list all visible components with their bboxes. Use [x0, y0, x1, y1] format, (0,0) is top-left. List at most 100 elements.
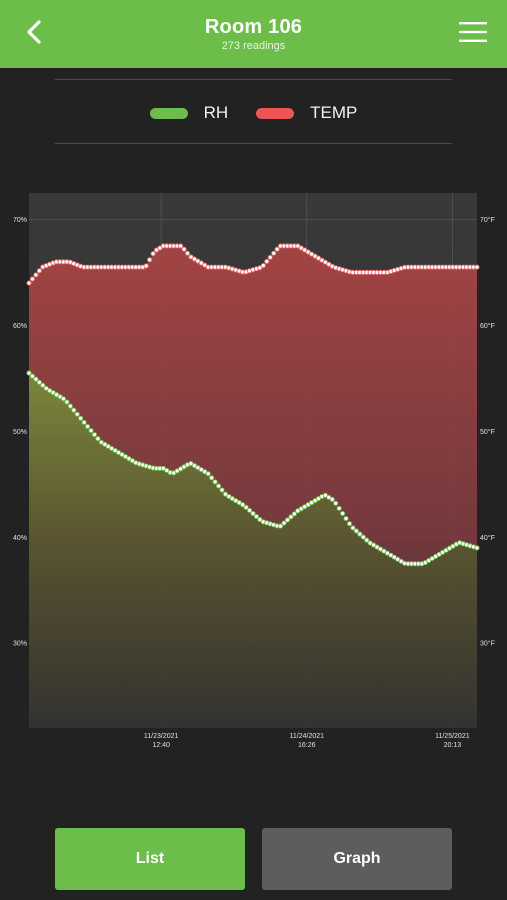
legend-label-rh: RH: [203, 103, 229, 122]
right-tick-label: 40°F: [480, 534, 495, 542]
rh-point: [74, 411, 80, 417]
rh-point: [350, 525, 356, 531]
x-tick-date: 11/24/2021: [290, 733, 325, 740]
temp-point: [184, 250, 191, 256]
y-axis-ticks: 70% 70°F 60% 60°F 50% 50°F 40% 40°F 30% 30°F: [13, 216, 495, 648]
rh-point: [60, 396, 67, 402]
rh-point: [329, 496, 335, 502]
rh-point: [474, 545, 480, 551]
x-tick-time: 12:40: [152, 742, 170, 749]
temp-point: [147, 257, 153, 263]
rh-point: [215, 483, 222, 489]
right-tick-label: 30°F: [480, 640, 495, 648]
rh-point: [33, 376, 39, 382]
temp-point: [264, 258, 270, 264]
rh-point: [71, 407, 77, 413]
legend-divider-bottom: [55, 143, 452, 144]
left-tick-label: 40%: [13, 535, 27, 542]
rh-point: [357, 531, 363, 537]
temp-swatch: [256, 107, 295, 119]
left-tick-label: 50%: [13, 429, 27, 436]
rh-point: [212, 479, 218, 485]
x-tick-time: 16:26: [298, 742, 316, 749]
rh-point: [222, 491, 228, 497]
temp-point: [274, 246, 280, 252]
graph-button[interactable]: Graph: [262, 828, 452, 890]
rh-point: [26, 370, 32, 376]
x-axis-ticks: 11/23/2021 12:40 11/24/2021 16:26 11/25/2021…: [144, 733, 470, 749]
rh-point: [209, 475, 215, 481]
page-title: Room 106: [204, 16, 303, 38]
temp-point: [150, 251, 156, 257]
rh-point: [288, 514, 294, 520]
rh-point: [360, 534, 366, 540]
rh-point: [253, 513, 260, 520]
rh-point: [353, 528, 359, 534]
x-tick-date: 11/25/2021: [435, 733, 470, 740]
rh-point: [364, 537, 370, 543]
legend-item-rh[interactable]: RH: [149, 103, 229, 123]
line-chart: 70% 70°F 60% 60°F 50% 50°F 40% 40°F 30% 30°F 11/2…: [13, 193, 495, 749]
series-areas: [29, 245, 477, 728]
chart-legend: RH TEMP: [0, 100, 507, 126]
series-points: [26, 243, 480, 567]
temp-point: [26, 280, 32, 286]
rh-area: [29, 373, 477, 728]
hamburger-menu-icon: [459, 21, 487, 48]
temp-point: [33, 272, 39, 278]
x-tick-time: 20:13: [444, 742, 462, 749]
rh-point: [333, 500, 339, 506]
rh-point: [343, 516, 349, 522]
temp-point: [143, 263, 149, 269]
rh-point: [29, 373, 36, 379]
rh-point: [64, 399, 70, 405]
temp-point: [271, 250, 277, 256]
temp-point: [181, 246, 187, 252]
readings-count: 273 readings: [221, 40, 286, 52]
back-button[interactable]: [14, 16, 54, 52]
rh-point: [291, 511, 297, 517]
left-tick-label: 70%: [13, 217, 27, 224]
rh-point: [43, 385, 49, 391]
right-tick-label: 60°F: [480, 322, 495, 330]
rh-point: [250, 510, 256, 517]
temp-point: [36, 268, 42, 274]
rh-point: [340, 510, 346, 517]
rh-point: [336, 505, 342, 511]
temp-point: [178, 243, 184, 249]
chart-area[interactable]: 70% 70°F 60% 60°F 50% 50°F 40% 40°F 30% 30°F 11/2…: [0, 180, 507, 760]
rh-point: [257, 517, 263, 523]
rh-point: [40, 382, 46, 388]
rh-point: [36, 379, 42, 385]
rh-point: [88, 427, 94, 434]
rh-point: [346, 521, 353, 527]
legend-divider-top: [55, 79, 452, 80]
chevron-left-icon: [25, 19, 43, 50]
rh-point: [85, 423, 91, 430]
rh-point: [205, 471, 211, 477]
x-tick-date: 11/23/2021: [144, 733, 179, 740]
legend-label-temp: TEMP: [310, 103, 358, 122]
rh-point: [91, 432, 98, 438]
legend-item-temp[interactable]: TEMP: [256, 103, 357, 123]
rh-swatch: [149, 107, 188, 119]
rh-point: [67, 403, 73, 409]
temp-point: [257, 265, 263, 271]
temp-point: [267, 254, 273, 260]
temp-point: [260, 262, 266, 269]
rh-point: [284, 517, 291, 523]
right-tick-label: 70°F: [480, 216, 495, 224]
rh-point: [219, 487, 225, 493]
list-button[interactable]: List: [55, 828, 245, 890]
right-tick-label: 50°F: [480, 428, 495, 436]
rh-point: [81, 419, 87, 425]
left-tick-label: 30%: [13, 641, 27, 648]
rh-point: [278, 523, 284, 529]
rh-point: [95, 436, 101, 442]
app-header: Room 106 273 readings: [0, 0, 507, 68]
rh-point: [240, 502, 246, 508]
rh-point: [243, 504, 249, 510]
rh-point: [246, 507, 253, 513]
temp-point: [29, 276, 36, 282]
menu-button[interactable]: [453, 16, 493, 52]
